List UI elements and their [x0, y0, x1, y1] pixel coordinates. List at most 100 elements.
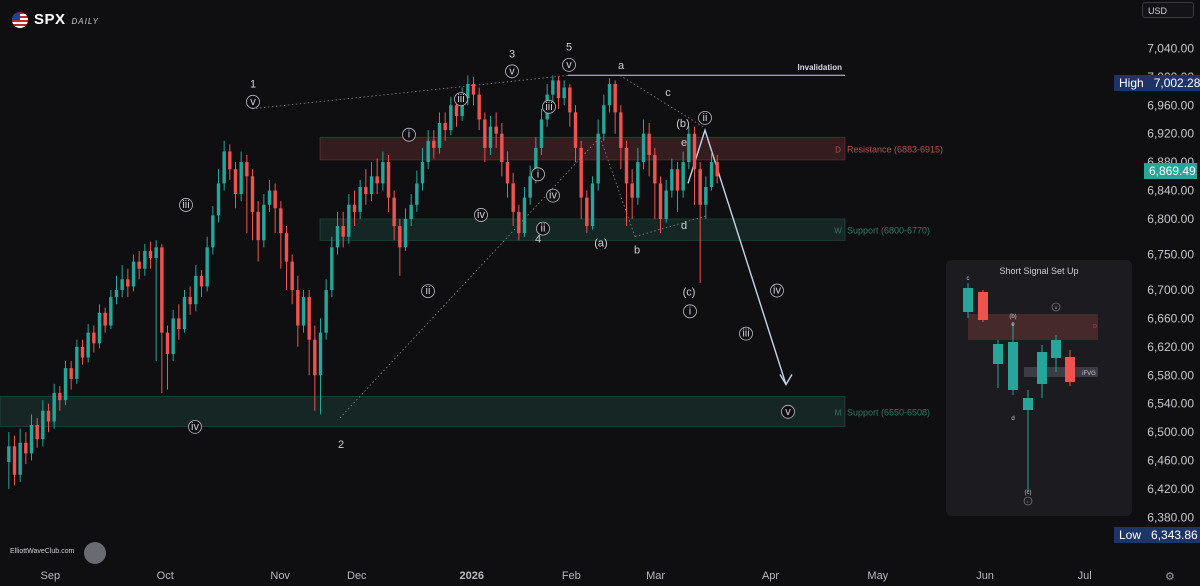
- candle-body: [494, 126, 498, 134]
- wave-circle-6: [402, 127, 416, 142]
- inset-candle: [1051, 340, 1061, 358]
- candle-body: [131, 261, 136, 287]
- wave-circle-13: [542, 99, 556, 114]
- wave-label-2: iii: [182, 199, 189, 211]
- inset-resistance-zone: [968, 314, 1098, 340]
- last-price-badge: 6,869.49: [1144, 163, 1197, 179]
- candle-body: [324, 290, 328, 333]
- trendline-1: [339, 136, 601, 419]
- candle-body: [103, 312, 107, 326]
- x-tick-label: May: [867, 570, 888, 582]
- wave-label-30: v: [785, 406, 791, 418]
- wave-circle-27: [683, 304, 697, 319]
- wave-label-19: (a): [594, 237, 607, 249]
- site-watermark: ElliottWaveClub.com: [10, 548, 75, 555]
- candle-body: [437, 123, 442, 148]
- candle-body: [352, 204, 357, 212]
- wave-label-10: v: [509, 65, 515, 77]
- candle-body: [250, 176, 255, 212]
- candle-body: [307, 297, 311, 340]
- candle-body: [239, 162, 243, 195]
- candle-body: [290, 261, 294, 290]
- candle-body: [80, 346, 85, 358]
- candle-body: [284, 233, 289, 262]
- candle-body: [296, 290, 300, 326]
- candle-body: [415, 183, 419, 205]
- candle-body: [432, 140, 436, 148]
- candle-body: [653, 155, 657, 184]
- candle-body: [619, 112, 623, 148]
- wave-label-14: ii: [541, 223, 546, 235]
- zone-band-1: [319, 218, 846, 241]
- candle-body: [658, 183, 663, 219]
- y-tick-label: 6,620.00: [1147, 340, 1194, 354]
- candle-body: [454, 105, 459, 116]
- candle-body: [24, 442, 28, 454]
- candle-body: [528, 176, 532, 198]
- y-tick-label: 6,580.00: [1147, 368, 1194, 382]
- currency-selector[interactable]: USD: [1142, 2, 1194, 18]
- wave-label-24: ii: [703, 112, 708, 124]
- candle-body: [69, 368, 73, 379]
- y-axis[interactable]: 7,040.007,000.006,960.006,920.006,880.00…: [1147, 41, 1194, 524]
- wave-circle-2: [179, 198, 193, 212]
- candle-body: [573, 112, 578, 148]
- wave-label-28: iv: [773, 285, 781, 297]
- inset-fvg-zone: [1024, 367, 1098, 377]
- zone-label-1: Support (6800-6770): [847, 226, 930, 236]
- candle-body: [664, 190, 668, 219]
- candle-body: [194, 275, 198, 305]
- candle-body: [75, 346, 79, 379]
- candle-body: [590, 183, 595, 227]
- candle-body: [607, 83, 612, 106]
- candle-body: [41, 410, 45, 440]
- candle-body: [483, 119, 487, 148]
- candle-body: [641, 133, 646, 163]
- settings-gear-icon[interactable]: ⚙: [1165, 571, 1175, 583]
- wave-circle-3: [188, 419, 202, 434]
- wave-label-21: c: [665, 87, 671, 99]
- y-tick-label: 6,380.00: [1147, 510, 1194, 524]
- candle-body: [222, 151, 226, 184]
- high-label: High: [1119, 76, 1144, 90]
- candle-body: [692, 133, 697, 170]
- x-axis[interactable]: Sep Oct Nov Dec 2026 Feb Mar Apr May Jun Jul: [41, 570, 1092, 582]
- zone-band-2: [0, 396, 846, 427]
- candle-body: [364, 186, 368, 195]
- y-tick-label: 6,960.00: [1147, 98, 1194, 112]
- projection-arrowhead: [779, 374, 793, 386]
- inset-candle: [1065, 357, 1075, 382]
- candle-body: [556, 80, 561, 99]
- candle-body: [386, 162, 391, 198]
- invalidation-label: Invalidation: [798, 63, 843, 72]
- inset-label-c: c: [967, 276, 970, 282]
- inset-label-d: d: [1011, 416, 1014, 422]
- wave-label-6: i: [408, 129, 410, 141]
- x-tick-label: Oct: [157, 570, 174, 582]
- wave-circle-29: [739, 326, 753, 341]
- candle-body: [97, 312, 102, 344]
- candle-body: [613, 83, 617, 113]
- candle-body: [534, 147, 538, 177]
- candle-body: [188, 297, 192, 305]
- x-tick-label: Sep: [41, 570, 61, 582]
- wave-circle-14: [536, 221, 550, 236]
- wave-circle-12: [546, 188, 560, 203]
- candle-body: [466, 83, 470, 99]
- candle-body: [154, 247, 158, 259]
- candle-body: [245, 162, 249, 177]
- x-tick-label: Jul: [1078, 570, 1092, 582]
- candle-body: [562, 87, 566, 99]
- candle-body: [182, 297, 187, 330]
- candle-body: [29, 425, 34, 454]
- candle-body: [58, 393, 62, 401]
- high-value: 7,002.28: [1153, 76, 1200, 90]
- wave-label-15: 4: [535, 233, 541, 245]
- candle-body: [109, 297, 113, 326]
- wave-circle-5: [421, 284, 435, 299]
- candle-body: [420, 162, 425, 184]
- candle-body: [505, 162, 510, 184]
- candle-body: [273, 190, 277, 209]
